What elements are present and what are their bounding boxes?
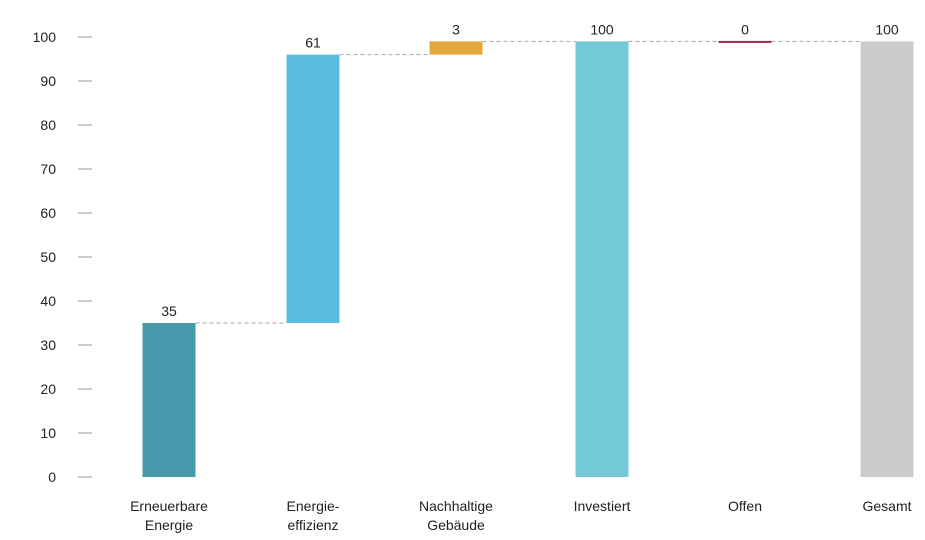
data-label: 100 <box>590 21 614 37</box>
x-category-label-line: Erneuerbare <box>130 498 208 514</box>
data-label: 0 <box>741 21 749 37</box>
connector-lines <box>195 40 861 324</box>
y-tick-label: 90 <box>40 73 56 89</box>
x-category-label: Offen <box>728 498 762 514</box>
y-tick-label: 70 <box>40 161 56 177</box>
x-axis: Erneuerbare Energie Energie-effizienz Nachh… <box>130 498 912 533</box>
y-tick-label: 80 <box>40 117 56 133</box>
x-category-label-line: effizienz <box>287 517 338 533</box>
y-tick-label: 20 <box>40 381 56 397</box>
x-category-label-line: Energie- <box>287 498 340 514</box>
bar <box>286 54 340 323</box>
x-category-label-line: Nachhaltige <box>419 498 493 514</box>
bars <box>142 40 914 478</box>
x-category-label: Gesamt <box>862 498 911 514</box>
x-category-label-line: Energie <box>145 517 193 533</box>
x-category-label-line: Gebäude <box>427 517 485 533</box>
y-tick-label: 0 <box>48 469 56 485</box>
data-label: 35 <box>161 303 177 319</box>
bar <box>142 323 196 477</box>
y-tick-label: 100 <box>33 29 57 45</box>
y-tick-label: 60 <box>40 205 56 221</box>
value-labels: 35 61 3 100 0 100 <box>161 21 899 319</box>
y-tick-label: 50 <box>40 249 56 265</box>
x-category-label-line: Gesamt <box>862 498 911 514</box>
x-category-label: Energie-effizienz <box>287 498 340 533</box>
x-category-label: Investiert <box>574 498 631 514</box>
y-tick-label: 30 <box>40 337 56 353</box>
x-category-label-line: Offen <box>728 498 762 514</box>
x-category-label: Nachhaltige Gebäude <box>419 498 493 533</box>
y-tick-label: 40 <box>40 293 56 309</box>
bar <box>860 41 914 478</box>
data-label: 100 <box>875 21 899 37</box>
bar <box>718 40 772 43</box>
x-category-label: Erneuerbare Energie <box>130 498 208 533</box>
y-axis: 0 10 20 30 40 50 60 70 80 90 100 <box>33 29 92 485</box>
bar <box>575 41 629 478</box>
x-category-label-line: Investiert <box>574 498 631 514</box>
data-label: 3 <box>452 21 460 37</box>
y-tick-label: 10 <box>40 425 56 441</box>
bar <box>429 41 483 55</box>
data-label: 61 <box>305 35 321 51</box>
